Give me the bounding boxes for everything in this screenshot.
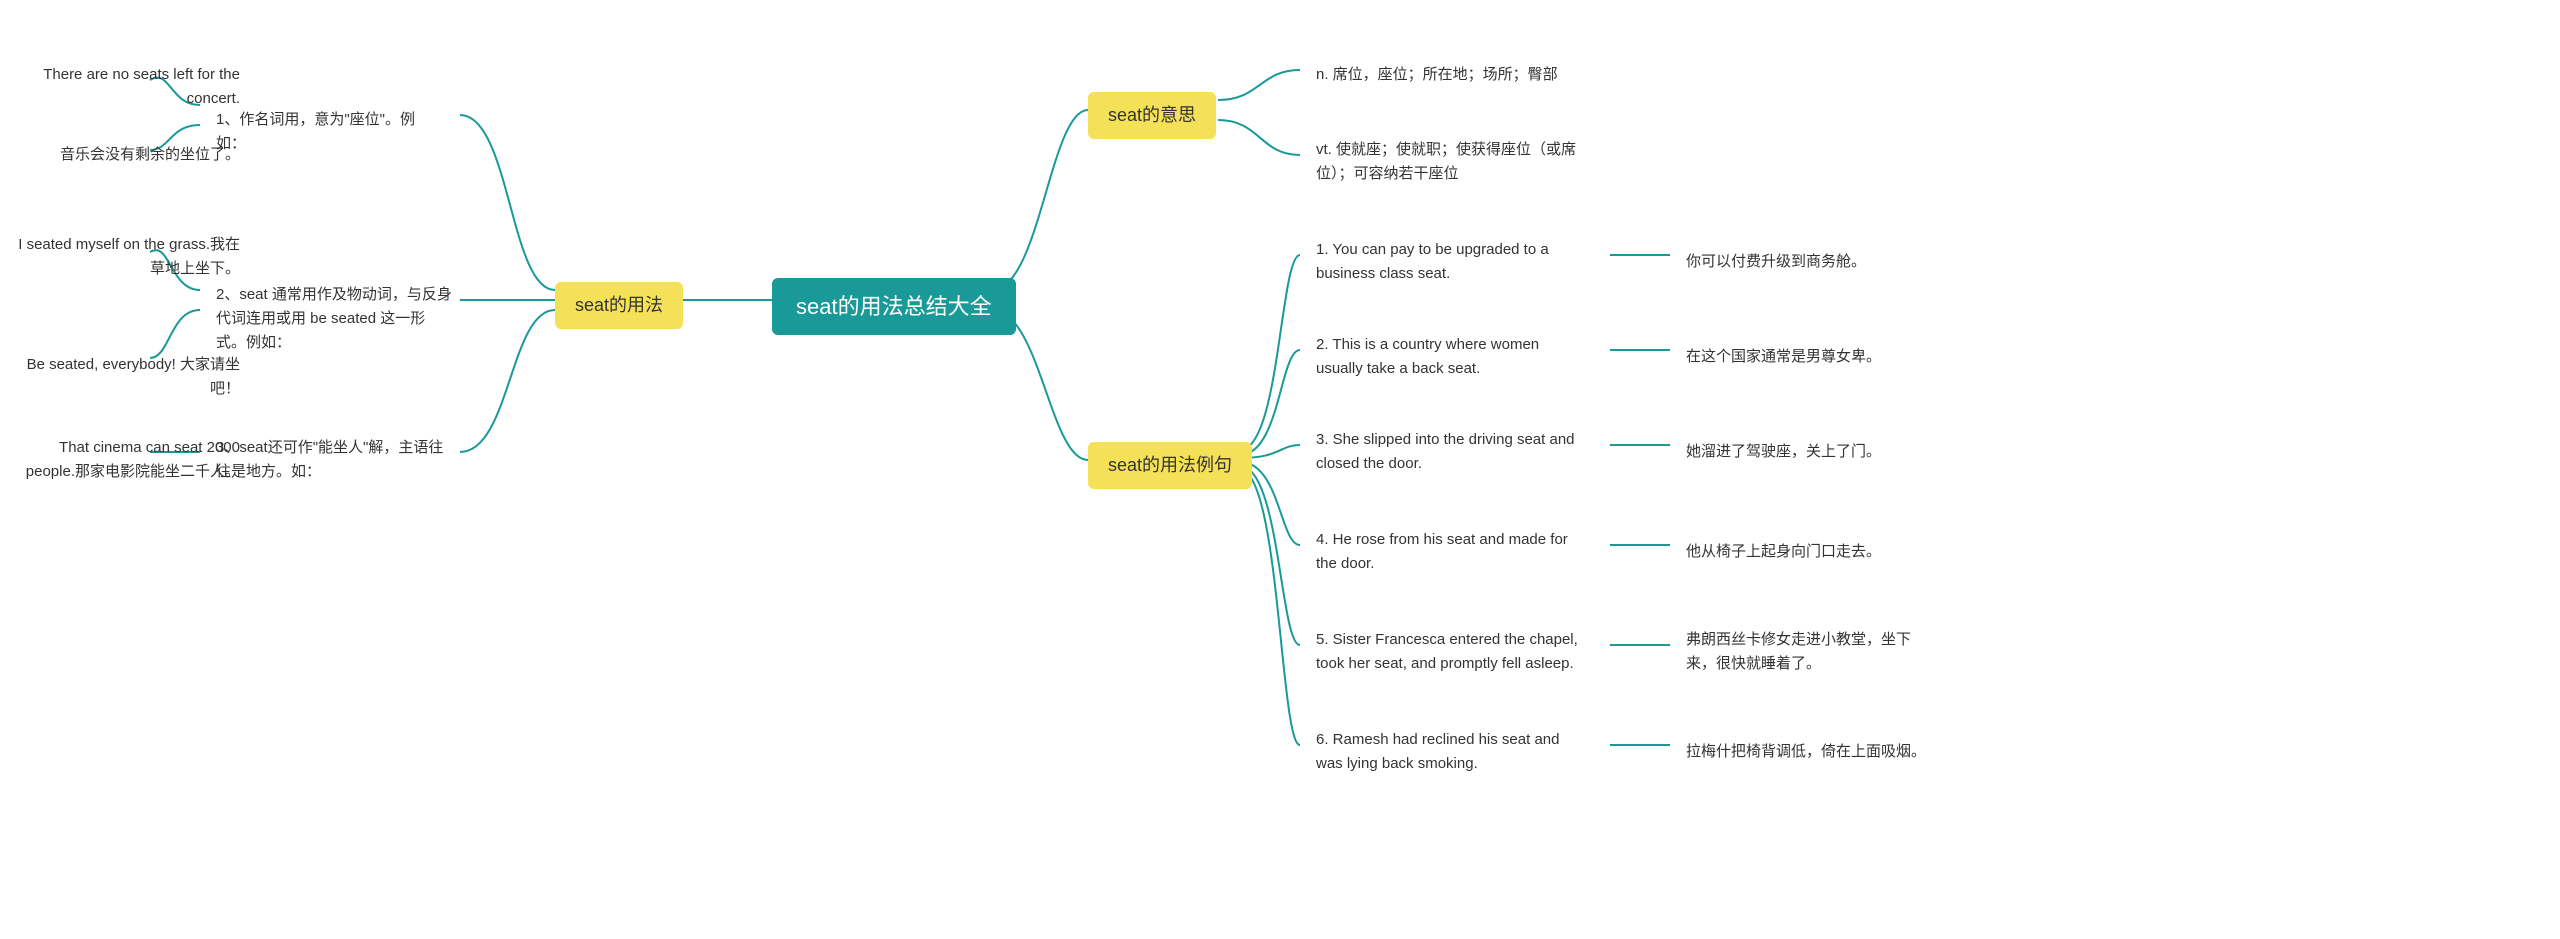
example-4-en: 4. He rose from his seat and made for th… [1300,520,1600,584]
meaning-item-2: vt. 使就座；使就职；使获得座位（或席位）；可容纳若干座位 [1300,130,1600,194]
usage-item-3-child-1: That cinema can seat 2000 people.那家电影院能坐… [0,428,300,492]
root-node: seat的用法总结大全 [772,278,1016,335]
example-5-en: 5. Sister Francesca entered the chapel, … [1300,620,1600,684]
branch-examples: seat的用法例句 [1088,442,1252,489]
meaning-item-1: n. 席位，座位；所在地；场所；臀部 [1300,55,1600,95]
example-5-zh: 弗朗西丝卡修女走进小教堂，坐下来，很快就睡着了。 [1670,620,1950,684]
usage-item-1-child-1: There are no seats left for the concert. [0,55,300,119]
usage-item-2-child-1: I seated myself on the grass.我在草地上坐下。 [0,225,300,289]
example-3-zh: 她溜进了驾驶座，关上了门。 [1670,432,1950,472]
example-4-zh: 他从椅子上起身向门口走去。 [1670,532,1950,572]
usage-item-2-child-2: Be seated, everybody! 大家请坐吧！ [0,345,300,409]
example-2-zh: 在这个国家通常是男尊女卑。 [1670,337,1950,377]
example-6-en: 6. Ramesh had reclined his seat and was … [1300,720,1600,784]
usage-item-1-child-2: 音乐会没有剩余的坐位了。 [0,135,300,175]
example-1-en: 1. You can pay to be upgraded to a busin… [1300,230,1600,294]
example-1-zh: 你可以付费升级到商务舱。 [1670,242,1950,282]
branch-usage: seat的用法 [555,282,683,329]
example-3-en: 3. She slipped into the driving seat and… [1300,420,1600,484]
example-2-en: 2. This is a country where women usually… [1300,325,1600,389]
branch-meaning: seat的意思 [1088,92,1216,139]
example-6-zh: 拉梅什把椅背调低，倚在上面吸烟。 [1670,732,1950,772]
